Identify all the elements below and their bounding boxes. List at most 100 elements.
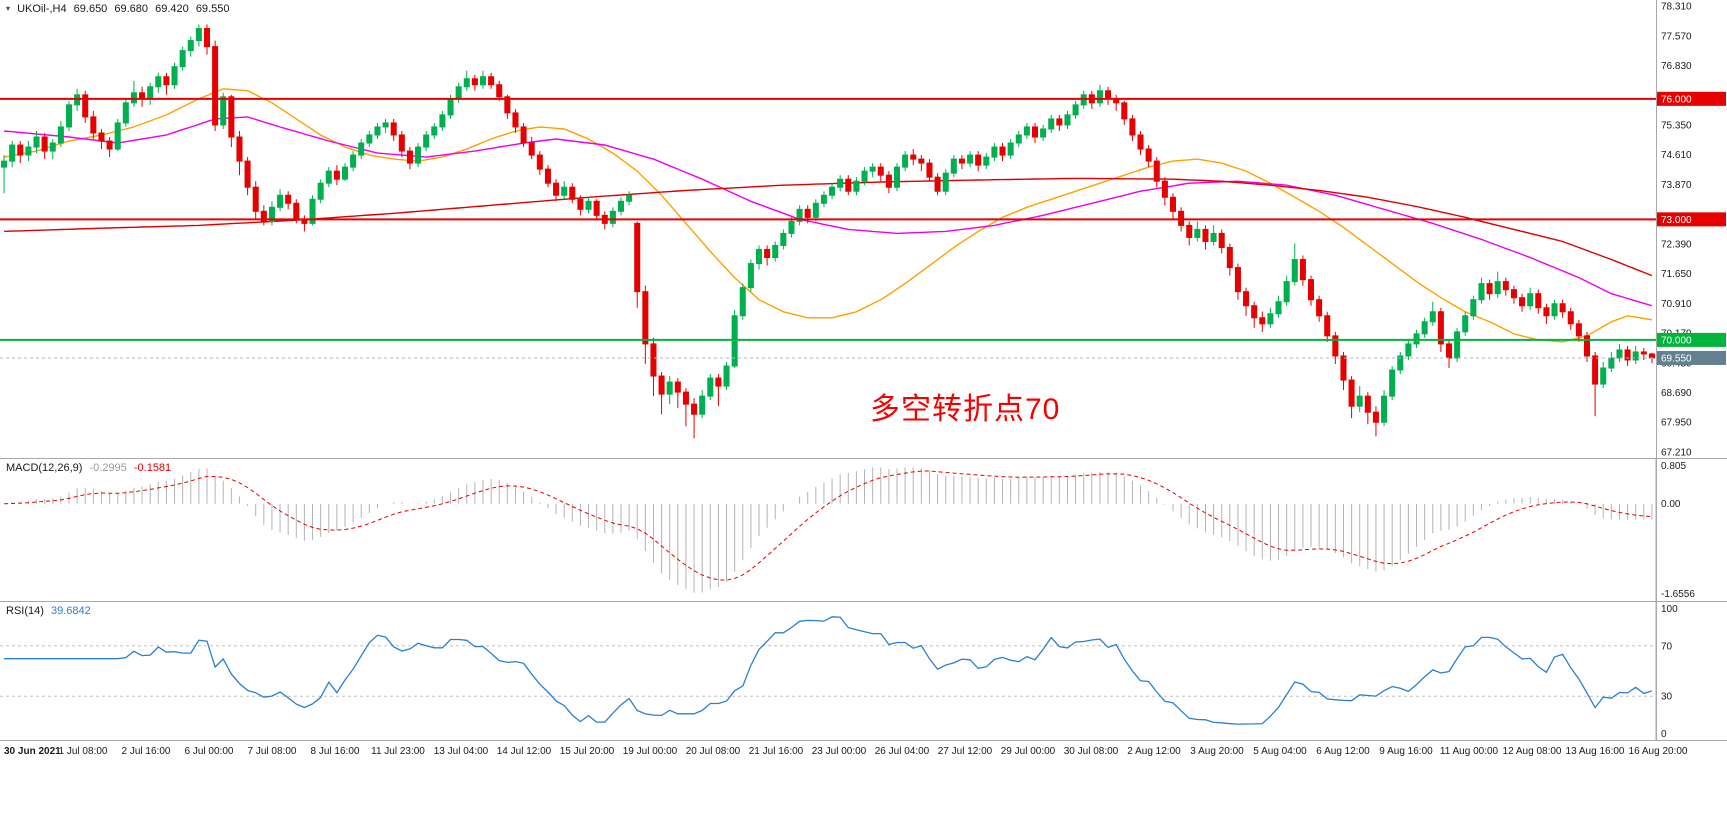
candle-body bbox=[1202, 228, 1209, 242]
annotation-text[interactable]: 多空转折点70 bbox=[870, 393, 1061, 426]
candle-body bbox=[471, 78, 478, 86]
candle bbox=[877, 163, 884, 182]
candle-body bbox=[203, 28, 211, 48]
macd-panel-canvas[interactable]: 0.805 0.00 -1.6556 bbox=[0, 459, 1727, 601]
candle-body bbox=[1283, 281, 1290, 303]
candle-body bbox=[869, 166, 876, 172]
candle bbox=[285, 191, 292, 210]
candle bbox=[1413, 329, 1420, 348]
candle bbox=[1543, 303, 1550, 324]
candle bbox=[1137, 130, 1144, 156]
candle bbox=[634, 221, 641, 308]
candle bbox=[49, 139, 56, 160]
candle-body bbox=[1056, 118, 1063, 126]
candle bbox=[341, 163, 349, 182]
candle-body bbox=[212, 46, 219, 126]
candle-body bbox=[49, 142, 56, 152]
candle bbox=[1007, 139, 1014, 160]
candle-body bbox=[179, 50, 186, 68]
time-axis-label: 19 Jul 00:00 bbox=[622, 746, 678, 757]
candle-body bbox=[423, 134, 430, 148]
candle bbox=[918, 155, 925, 172]
candle bbox=[1527, 287, 1534, 310]
candle bbox=[439, 110, 446, 131]
candle bbox=[415, 143, 422, 168]
candle-body bbox=[1324, 315, 1331, 337]
candle-body bbox=[1478, 283, 1485, 301]
candle bbox=[179, 46, 186, 71]
ohlc-low: 69.420 bbox=[155, 3, 189, 15]
candle bbox=[301, 215, 308, 232]
candle bbox=[431, 122, 438, 140]
candle bbox=[317, 179, 324, 204]
candle bbox=[98, 128, 105, 150]
candle bbox=[252, 181, 259, 220]
candle bbox=[1510, 285, 1517, 304]
candle bbox=[406, 147, 413, 170]
candle-body bbox=[658, 375, 665, 395]
price-badge-73.000 bbox=[1657, 212, 1726, 227]
candle-body bbox=[65, 104, 73, 128]
candle-body bbox=[220, 96, 227, 126]
panel-divider bbox=[0, 601, 1727, 602]
price-chart-canvas[interactable]: 78.310 77.570 76.830 75.350 74.610 73.870 72.3… bbox=[0, 0, 1727, 458]
candle bbox=[1640, 347, 1647, 360]
candle bbox=[593, 199, 600, 220]
candle-body bbox=[926, 162, 933, 178]
candle bbox=[1153, 157, 1160, 188]
candle bbox=[1559, 299, 1566, 318]
candle-body bbox=[983, 156, 990, 166]
candle-body bbox=[1153, 160, 1160, 182]
candle-body bbox=[796, 208, 803, 222]
candle bbox=[1259, 311, 1266, 332]
candle-body bbox=[1105, 90, 1112, 100]
time-axis-label: 30 Jun 2021 bbox=[4, 746, 61, 757]
candle-body bbox=[707, 377, 714, 397]
time-axis[interactable]: 30 Jun 2021 1 Jul 08:00 2 Jul 16:00 6 Jul 0… bbox=[0, 741, 1727, 767]
candle bbox=[1405, 339, 1412, 360]
candle bbox=[674, 378, 681, 409]
panel-divider bbox=[0, 458, 1727, 459]
candle-body bbox=[755, 248, 763, 265]
candle-body bbox=[967, 154, 974, 164]
candle-body bbox=[398, 134, 405, 152]
candle bbox=[739, 283, 746, 320]
candle-body bbox=[561, 186, 568, 196]
candle bbox=[796, 205, 803, 226]
candle bbox=[1121, 100, 1128, 125]
candle-body bbox=[1348, 379, 1355, 407]
candle bbox=[1, 155, 8, 194]
candle bbox=[187, 36, 194, 57]
candle-body bbox=[1291, 259, 1298, 283]
candle bbox=[512, 108, 519, 133]
candle bbox=[520, 122, 527, 148]
price-axis-label: 74.610 bbox=[1661, 150, 1692, 161]
candle-body bbox=[1381, 395, 1388, 423]
candle-body bbox=[431, 126, 438, 136]
candle bbox=[1364, 392, 1371, 425]
candle-body bbox=[1161, 180, 1168, 198]
candle-body bbox=[723, 365, 730, 387]
time-axis-label: 2 Aug 12:00 bbox=[1127, 746, 1181, 757]
candle-body bbox=[829, 186, 836, 196]
rsi-panel-canvas[interactable]: 100 70 30 0 bbox=[0, 602, 1727, 740]
candle-body bbox=[1, 160, 8, 168]
candle-body bbox=[1129, 118, 1136, 136]
candle-body bbox=[171, 66, 178, 86]
candle-body bbox=[1275, 301, 1282, 315]
macd-value-main: -0.2995 bbox=[89, 462, 127, 474]
macd-title: MACD(12,26,9) -0.2995 -0.1581 bbox=[6, 462, 175, 474]
candle bbox=[277, 189, 284, 212]
macd-label: MACD(12,26,9) bbox=[6, 462, 83, 474]
candle-body bbox=[447, 98, 454, 116]
candle-body bbox=[406, 150, 413, 164]
candle-body bbox=[317, 182, 324, 200]
panel-divider bbox=[0, 740, 1727, 741]
price-badge-label: 70.000 bbox=[1661, 335, 1692, 346]
candle-body bbox=[731, 315, 738, 367]
candle bbox=[837, 175, 844, 192]
candle-body bbox=[650, 343, 657, 377]
candle-body bbox=[617, 200, 625, 212]
candle bbox=[260, 205, 267, 226]
candle-body bbox=[910, 154, 917, 160]
